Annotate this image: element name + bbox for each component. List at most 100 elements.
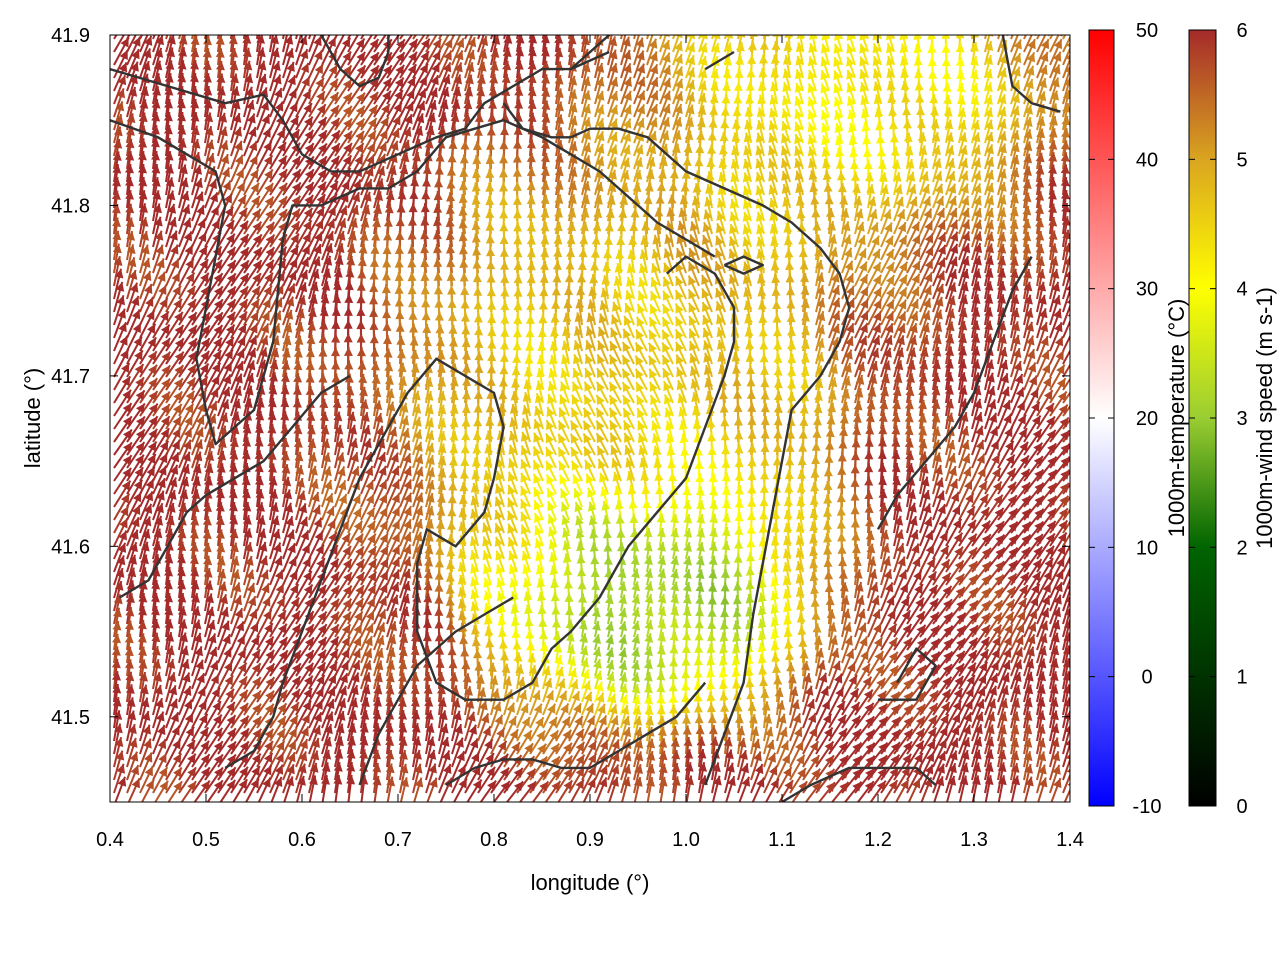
wind-vector xyxy=(295,219,313,248)
wind-vector xyxy=(1062,363,1070,378)
wind-vector xyxy=(742,172,752,196)
wind-vector xyxy=(126,295,140,326)
wind-vector xyxy=(755,158,765,183)
colorbar-tick-label: 2 xyxy=(1236,537,1247,559)
wind-vector xyxy=(373,129,389,157)
wind-vector xyxy=(685,104,695,131)
wind-vector xyxy=(308,206,326,235)
wind-vector xyxy=(360,117,378,144)
wind-vector xyxy=(1062,35,1070,53)
wind-vector xyxy=(657,568,667,586)
wind-vector xyxy=(386,532,401,560)
wind-vector xyxy=(321,193,338,222)
wind-vector xyxy=(672,66,684,92)
wind-vector xyxy=(126,322,142,352)
wind-vector xyxy=(451,737,464,768)
wind-vector xyxy=(230,594,242,625)
wind-vector xyxy=(711,35,721,53)
colorbar-tick-label: 5 xyxy=(1236,149,1247,171)
wind-vector xyxy=(620,90,632,118)
wind-vector xyxy=(490,35,497,53)
wind-vector xyxy=(269,74,282,105)
wind-vector xyxy=(217,35,220,40)
wind-vector xyxy=(425,99,437,131)
x-tick-label: 1.3 xyxy=(960,829,988,851)
wind-vector xyxy=(781,133,791,157)
wind-vector xyxy=(347,451,359,482)
wind-vector xyxy=(618,621,628,638)
wind-vector xyxy=(191,245,209,274)
wind-vector xyxy=(802,698,815,729)
wind-vector xyxy=(256,582,270,612)
wind-vector xyxy=(745,580,755,599)
wind-vector xyxy=(841,234,852,261)
wind-vector xyxy=(152,752,168,781)
wind-vector xyxy=(113,138,123,170)
wind-vector xyxy=(243,35,246,40)
wind-vector xyxy=(581,740,598,768)
wind-vector xyxy=(139,60,151,92)
wind-vector xyxy=(1035,165,1045,196)
wind-vector xyxy=(347,92,366,118)
wind-vector xyxy=(203,98,213,131)
wind-vector xyxy=(464,49,476,79)
wind-vector xyxy=(1048,203,1057,235)
wind-vector xyxy=(295,35,308,66)
wind-speed-colorbar-label: 1000m-wind speed (m s-1) xyxy=(1252,287,1277,549)
wind-vector xyxy=(138,176,148,209)
wind-vector xyxy=(243,99,255,131)
wind-vector xyxy=(1062,229,1070,261)
wind-vector xyxy=(867,622,882,651)
wind-vector xyxy=(451,74,462,105)
wind-vector xyxy=(139,99,149,131)
wind-vector xyxy=(477,61,487,92)
wind-vector xyxy=(971,425,984,456)
wind-vector xyxy=(919,171,929,196)
wind-vector xyxy=(1010,39,1022,66)
wind-vector xyxy=(867,581,879,612)
wind-vector xyxy=(308,243,322,274)
wind-vector xyxy=(656,527,666,547)
wind-vector xyxy=(113,348,130,378)
wind-vector xyxy=(670,513,679,534)
wind-vector xyxy=(1036,140,1045,170)
wind-vector xyxy=(555,35,558,40)
wind-vector xyxy=(125,176,134,209)
wind-vector xyxy=(295,116,314,144)
wind-vector xyxy=(256,73,268,105)
wind-vector xyxy=(867,608,881,638)
wind-vector xyxy=(486,650,496,677)
wind-vector xyxy=(412,88,427,118)
wind-vector xyxy=(841,221,851,248)
wind-vector xyxy=(631,568,640,586)
colorbar-tick-label: 0 xyxy=(1141,667,1152,689)
wind-vector xyxy=(139,230,149,261)
wind-vector xyxy=(321,35,331,53)
x-tick-label: 0.9 xyxy=(576,829,604,851)
wind-vector xyxy=(126,751,139,781)
wind-vector xyxy=(594,76,605,105)
wind-vector xyxy=(308,103,327,131)
plot-area xyxy=(109,34,1071,803)
wind-vector xyxy=(578,593,587,612)
wind-vector xyxy=(594,143,605,170)
wind-vector xyxy=(334,218,347,248)
wind-vector xyxy=(139,244,150,274)
wind-vector xyxy=(1062,102,1070,131)
wind-vector xyxy=(1062,754,1070,781)
wind-vector xyxy=(152,73,162,105)
wind-vector xyxy=(711,42,720,66)
wind-vector xyxy=(859,35,869,53)
wind-vector xyxy=(139,309,156,339)
wind-vector xyxy=(230,112,242,144)
wind-vector xyxy=(646,76,659,105)
wind-vector xyxy=(1062,54,1070,79)
wind-vector xyxy=(827,220,836,248)
wind-vector xyxy=(906,234,921,261)
wind-vector xyxy=(321,78,339,105)
wind-vector xyxy=(113,61,128,92)
wind-vector xyxy=(644,593,654,612)
wind-vector xyxy=(821,122,830,144)
wind-vector xyxy=(828,234,837,261)
wind-vector xyxy=(1022,218,1032,248)
